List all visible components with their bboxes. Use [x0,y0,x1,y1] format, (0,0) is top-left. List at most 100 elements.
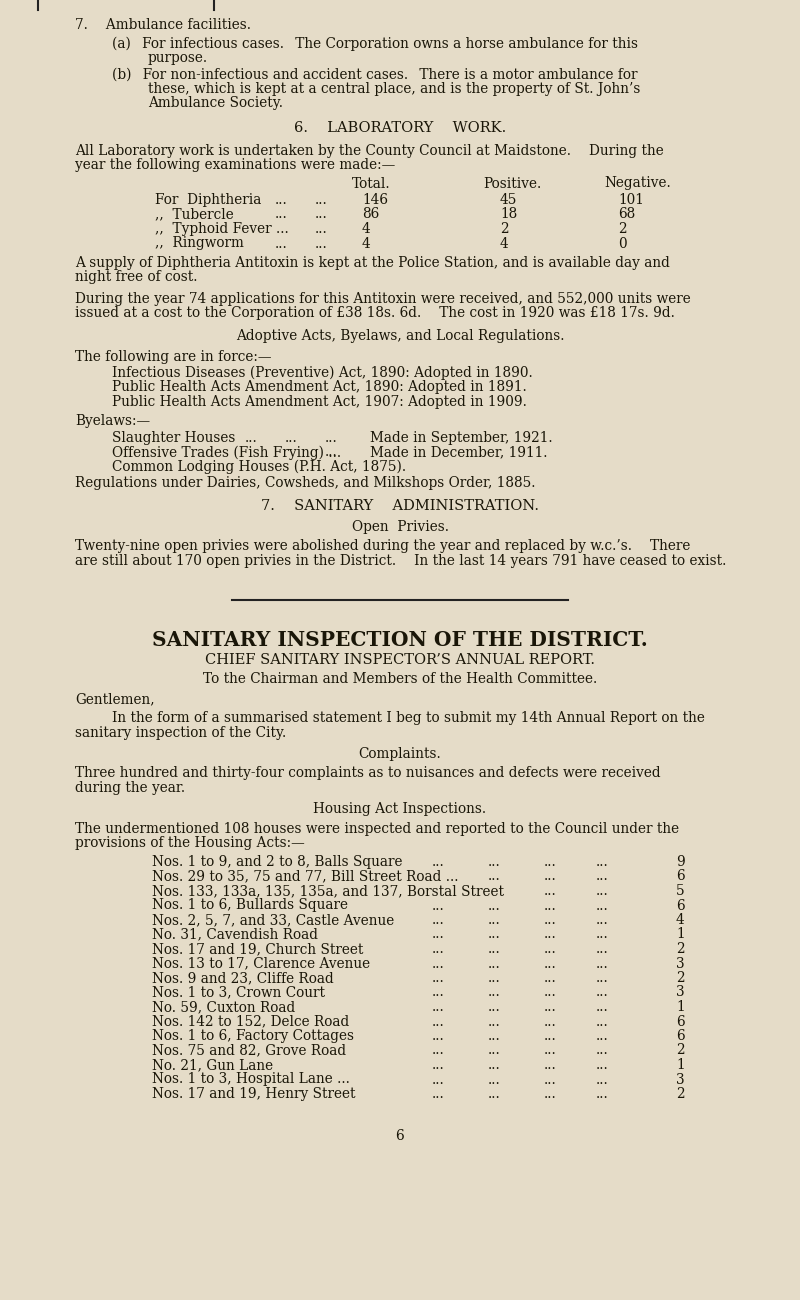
Text: No. 59, Cuxton Road: No. 59, Cuxton Road [152,1000,295,1014]
Text: Nos. 1 to 9, and 2 to 8, Balls Square: Nos. 1 to 9, and 2 to 8, Balls Square [152,855,402,868]
Text: 86: 86 [362,208,379,221]
Text: ...: ... [488,957,501,971]
Text: Nos. 17 and 19, Church Street: Nos. 17 and 19, Church Street [152,942,363,956]
Text: (a)  For infectious cases.  The Corporation owns a horse ambulance for this: (a) For infectious cases. The Corporatio… [112,36,638,51]
Text: Negative.: Negative. [604,177,670,191]
Text: ...: ... [488,971,501,985]
Text: Nos. 1 to 6, Bullards Square: Nos. 1 to 6, Bullards Square [152,898,348,913]
Text: ...: ... [596,957,609,971]
Text: ...: ... [432,855,445,868]
Text: 146: 146 [362,192,388,207]
Text: ...: ... [488,1000,501,1014]
Text: Common Lodging Houses (P.H. Act, 1875).: Common Lodging Houses (P.H. Act, 1875). [112,460,406,474]
Text: Housing Act Inspections.: Housing Act Inspections. [314,802,486,816]
Text: 7.  Ambulance facilities.: 7. Ambulance facilities. [75,18,251,32]
Text: ...: ... [544,898,557,913]
Text: Infectious Diseases (Preventive) Act, 1890: Adopted in 1890.: Infectious Diseases (Preventive) Act, 18… [112,367,533,381]
Text: The following are in force:—: The following are in force:— [75,350,271,364]
Text: 0: 0 [618,237,626,251]
Text: ...: ... [596,1014,609,1028]
Text: ...: ... [488,942,501,956]
Text: 101: 101 [618,192,644,207]
Text: 2: 2 [676,1044,685,1057]
Text: ...: ... [488,1087,501,1101]
Text: ...: ... [432,942,445,956]
Text: Made in September, 1921.: Made in September, 1921. [370,432,553,445]
Text: Public Health Acts Amendment Act, 1907: Adopted in 1909.: Public Health Acts Amendment Act, 1907: … [112,395,527,410]
Text: The undermentioned 108 houses were inspected and reported to the Council under t: The undermentioned 108 houses were inspe… [75,822,679,836]
Text: ...: ... [488,870,501,884]
Text: ...: ... [488,855,501,868]
Text: ...: ... [488,1058,501,1072]
Text: ...: ... [488,1030,501,1043]
Text: Nos. 75 and 82, Grove Road: Nos. 75 and 82, Grove Road [152,1044,346,1057]
Text: ...: ... [544,971,557,985]
Text: ...: ... [544,985,557,1000]
Text: ...: ... [544,957,557,971]
Text: during the year.: during the year. [75,781,185,796]
Text: During the year 74 applications for this Antitoxin were received, and 552,000 un: During the year 74 applications for this… [75,292,690,306]
Text: Slaughter Houses: Slaughter Houses [112,432,235,445]
Text: issued at a cost to the Corporation of £38 18s. 6d.  The cost in 1920 was £18 17: issued at a cost to the Corporation of £… [75,307,675,321]
Text: Nos. 1 to 6, Factory Cottages: Nos. 1 to 6, Factory Cottages [152,1030,354,1043]
Text: 4: 4 [500,237,509,251]
Text: 4: 4 [362,237,370,251]
Text: ...: ... [488,985,501,1000]
Text: ...: ... [544,927,557,941]
Text: these, which is kept at a central place, and is the property of St. John’s: these, which is kept at a central place,… [148,82,640,96]
Text: ...: ... [596,1058,609,1072]
Text: 1: 1 [676,1058,685,1072]
Text: ...: ... [432,1044,445,1057]
Text: provisions of the Housing Acts:—: provisions of the Housing Acts:— [75,836,305,850]
Text: 2: 2 [676,942,685,956]
Text: ,,  Typhoid Fever ...: ,, Typhoid Fever ... [155,222,289,237]
Text: ...: ... [432,1058,445,1072]
Text: 5: 5 [676,884,685,898]
Text: 2: 2 [618,222,626,237]
Text: Nos. 17 and 19, Henry Street: Nos. 17 and 19, Henry Street [152,1087,355,1101]
Text: ...: ... [544,1058,557,1072]
Text: Total.: Total. [352,177,390,191]
Text: ...: ... [315,208,328,221]
Text: ...: ... [245,432,258,445]
Text: ...: ... [596,870,609,884]
Text: A supply of Diphtheria Antitoxin is kept at the Police Station, and is available: A supply of Diphtheria Antitoxin is kept… [75,256,670,270]
Text: 3: 3 [676,985,685,1000]
Text: No. 21, Gun Lane: No. 21, Gun Lane [152,1058,273,1072]
Text: ...: ... [544,1044,557,1057]
Text: All Laboratory work is undertaken by the County Council at Maidstone.  During th: All Laboratory work is undertaken by the… [75,143,664,157]
Text: ...: ... [596,1030,609,1043]
Text: ...: ... [596,913,609,927]
Text: Complaints.: Complaints. [358,747,442,760]
Text: For  Diphtheria: For Diphtheria [155,192,262,207]
Text: 7.  SANITARY  ADMINISTRATION.: 7. SANITARY ADMINISTRATION. [261,499,539,514]
Text: Byelaws:—: Byelaws:— [75,415,150,429]
Text: ...: ... [275,208,288,221]
Text: 4: 4 [676,913,685,927]
Text: ...: ... [596,1000,609,1014]
Text: ...: ... [432,957,445,971]
Text: purpose.: purpose. [148,51,208,65]
Text: Positive.: Positive. [483,177,542,191]
Text: 2: 2 [676,1087,685,1101]
Text: 6: 6 [396,1130,404,1144]
Text: ...: ... [544,1030,557,1043]
Text: CHIEF SANITARY INSPECTOR’S ANNUAL REPORT.: CHIEF SANITARY INSPECTOR’S ANNUAL REPORT… [205,653,595,667]
Text: ...: ... [596,927,609,941]
Text: Nos. 1 to 3, Crown Court: Nos. 1 to 3, Crown Court [152,985,325,1000]
Text: ...: ... [432,898,445,913]
Text: 18: 18 [500,208,518,221]
Text: (b)  For non-infectious and accident cases.  There is a motor ambulance for: (b) For non-infectious and accident case… [112,68,638,82]
Text: 2: 2 [676,971,685,985]
Text: ...: ... [596,1072,609,1087]
Text: ,,  Tubercle: ,, Tubercle [155,208,234,221]
Text: ...: ... [544,1000,557,1014]
Text: ...: ... [432,913,445,927]
Text: Public Health Acts Amendment Act, 1890: Adopted in 1891.: Public Health Acts Amendment Act, 1890: … [112,381,526,394]
Text: ...: ... [596,985,609,1000]
Text: Three hundred and thirty-four complaints as to nuisances and defects were receiv: Three hundred and thirty-four complaints… [75,767,661,780]
Text: 45: 45 [500,192,518,207]
Text: 1: 1 [676,1000,685,1014]
Text: Made in December, 1911.: Made in December, 1911. [370,446,547,459]
Text: ...: ... [544,1072,557,1087]
